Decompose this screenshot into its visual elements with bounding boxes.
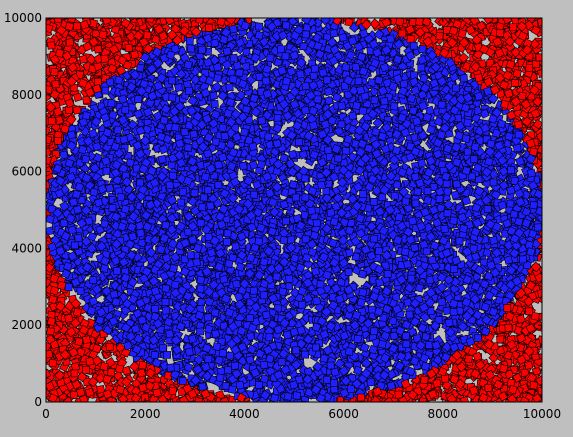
scatter-points [46, 18, 542, 402]
point-inside [459, 74, 469, 83]
